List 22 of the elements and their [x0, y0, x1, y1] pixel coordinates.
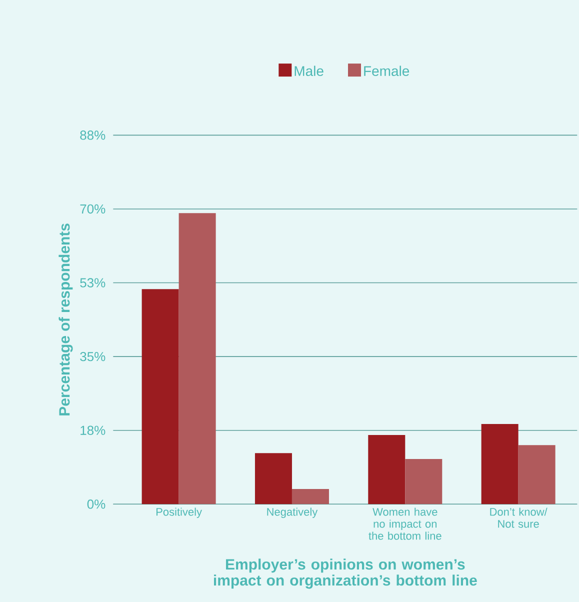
y-tick-label: 88%	[80, 130, 106, 140]
x-tick-label: Positively	[156, 508, 202, 518]
bar	[481, 424, 518, 504]
bar	[142, 289, 179, 504]
bar	[178, 213, 216, 504]
y-tick-label: 18%	[80, 426, 106, 435]
bar	[254, 453, 292, 504]
y-tick-label: 53%	[80, 278, 106, 288]
x-tick-label: Women have no impact on the bottom line	[368, 508, 442, 540]
y-axis-title: Percentage of respondents	[58, 224, 73, 416]
x-tick-label: Don’t know/ Not sure	[490, 508, 548, 528]
bar	[292, 488, 329, 504]
bar	[518, 445, 556, 504]
y-tick-label: 70%	[80, 204, 106, 214]
y-tick-label: 0%	[87, 500, 106, 509]
bar	[405, 459, 442, 504]
x-tick-label: Negatively	[267, 508, 318, 518]
x-axis-title: Employer’s opinions on women’s impact on organization’s bottom line	[214, 558, 477, 589]
bar	[368, 435, 406, 504]
y-tick-label: 35%	[80, 352, 106, 362]
legend-label: Female	[364, 66, 410, 76]
legend-label: Male	[294, 66, 324, 76]
